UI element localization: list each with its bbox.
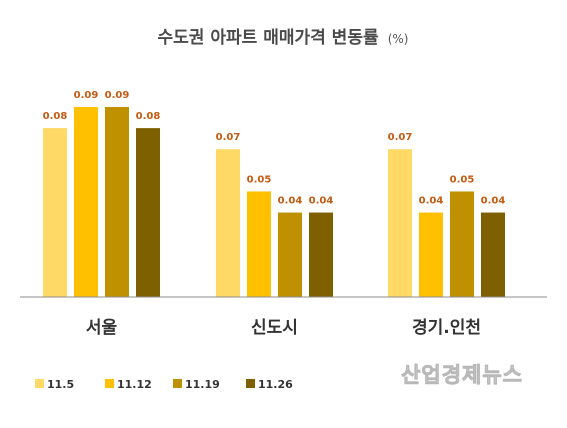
bar-0-2 — [105, 107, 129, 297]
legend-label-1: 11.12 — [117, 378, 152, 391]
value-label-1-3: 0.04 — [309, 196, 334, 207]
value-label-2-1: 0.04 — [419, 196, 444, 207]
value-label-0-3: 0.08 — [136, 111, 161, 122]
category-labels-layer: 서울 신도시 경기.인천 — [86, 318, 481, 338]
category-label-1: 신도시 — [251, 318, 298, 338]
bar-2-3 — [481, 212, 505, 297]
legend-swatch-0 — [35, 379, 44, 388]
bar-2-0 — [388, 149, 412, 297]
bar-2-2 — [450, 191, 474, 297]
value-label-1-1: 0.05 — [247, 174, 272, 185]
category-label-0: 서울 — [86, 318, 118, 338]
bar-1-0 — [216, 149, 240, 297]
legend: 11.5 11.12 11.19 11.26 — [35, 378, 293, 391]
category-label-2: 경기.인천 — [412, 318, 481, 338]
value-labels-layer: 0.08 0.09 0.09 0.08 0.07 0.05 0.04 0.04 0.07 0.04… — [43, 90, 506, 207]
value-label-2-3: 0.04 — [481, 196, 506, 207]
bar-2-1 — [419, 212, 443, 297]
value-label-1-0: 0.07 — [216, 132, 241, 143]
watermark-text: 산업경제뉴스 — [401, 363, 523, 387]
value-label-2-2: 0.05 — [450, 174, 475, 185]
legend-swatch-3 — [246, 379, 255, 388]
bar-1-3 — [309, 212, 333, 297]
bar-1-2 — [278, 212, 302, 297]
chart-title: 수도권 아파트 매매가격 변동률 (%) — [158, 28, 409, 48]
bar-0-0 — [43, 128, 67, 297]
value-label-2-0: 0.07 — [388, 132, 413, 143]
chart-title-text: 수도권 아파트 매매가격 변동률 — [158, 28, 379, 48]
legend-swatch-1 — [105, 379, 114, 388]
legend-label-3: 11.26 — [258, 378, 293, 391]
bar-0-1 — [74, 107, 98, 297]
value-label-0-0: 0.08 — [43, 111, 68, 122]
value-label-0-1: 0.09 — [74, 90, 99, 101]
bars-layer — [43, 107, 505, 297]
legend-swatch-2 — [173, 379, 182, 388]
legend-label-0: 11.5 — [47, 378, 74, 391]
bar-1-1 — [247, 191, 271, 297]
value-label-1-2: 0.04 — [278, 196, 303, 207]
bar-0-3 — [136, 128, 160, 297]
value-label-0-2: 0.09 — [105, 90, 130, 101]
chart-title-unit: (%) — [388, 32, 409, 46]
legend-label-2: 11.19 — [185, 378, 220, 391]
